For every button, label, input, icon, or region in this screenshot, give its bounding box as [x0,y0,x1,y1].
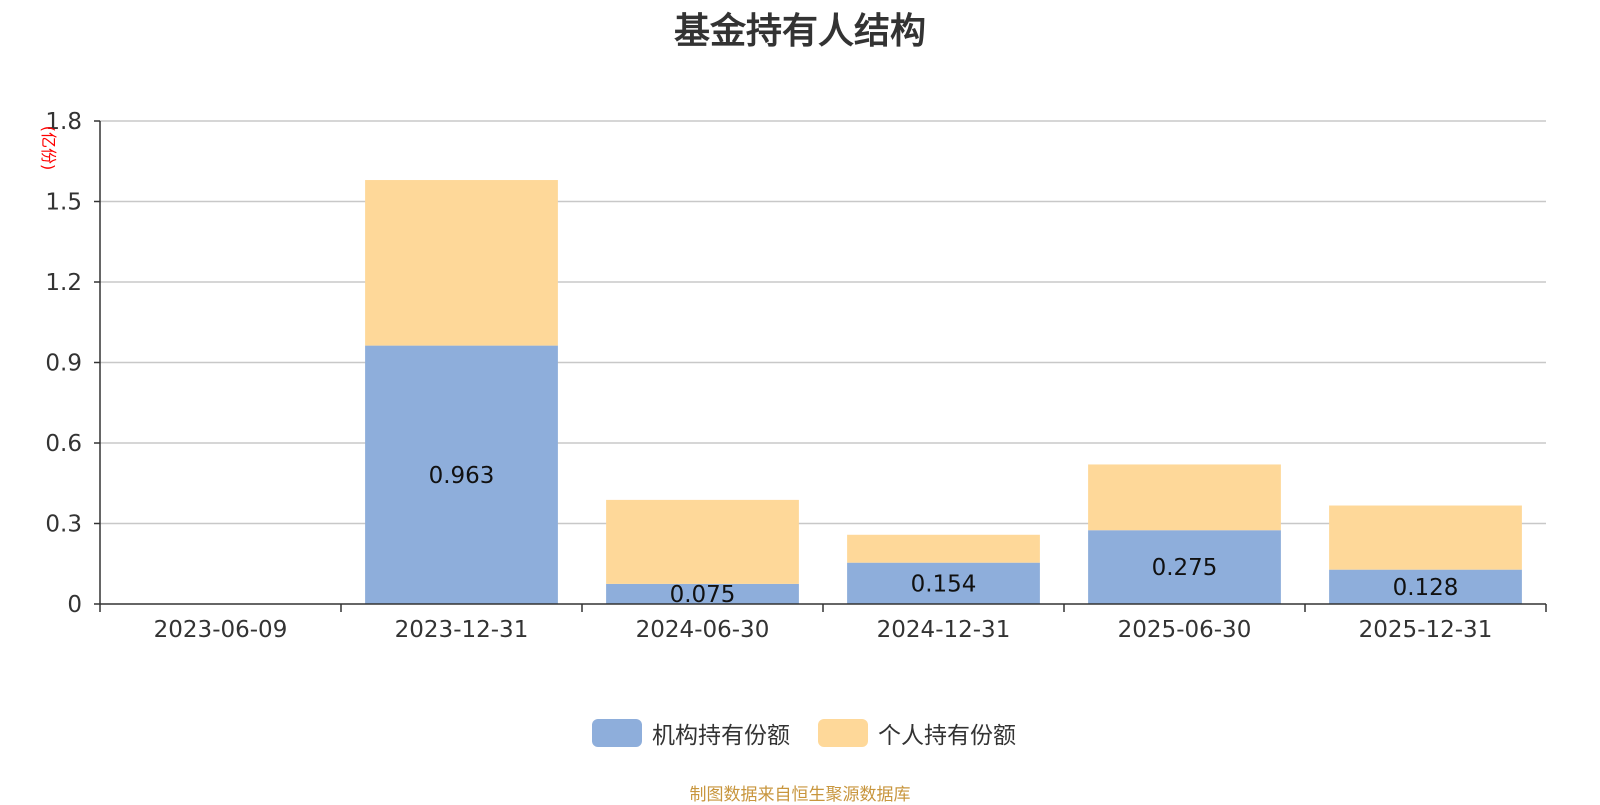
bar-institution[interactable] [847,562,1040,604]
y-tick-label: 0.6 [45,431,82,457]
y-tick-label: 0 [67,592,82,618]
y-tick-label: 0.9 [45,351,82,377]
data-label: 0.963 [429,463,495,489]
data-source-note: 制图数据来自恒生聚源数据库 [689,785,911,805]
y-tick-label: 1.8 [45,109,82,135]
bar-individual[interactable] [606,499,799,584]
y-tick-label: 1.2 [45,270,82,296]
y-axis-label: (亿份) [39,126,58,171]
x-tick-label: 2025-06-30 [1118,617,1252,643]
legend-label-individual: 个人持有份额 [878,723,1016,749]
legend-label-institution: 机构持有份额 [652,723,790,749]
legend-swatch-institution [592,719,642,747]
legend-swatch-individual [818,719,868,747]
x-tick-label: 2024-06-30 [636,617,770,643]
axes: 0 0.3 0.6 0.9 1.2 1.5 1.8 2023-06-09 2023-12-31 2… [45,109,1547,643]
legend-item-individual[interactable]: 个人持有份额 [818,718,1016,749]
bar-institution[interactable] [1329,569,1522,604]
x-tick-label: 2023-06-09 [154,617,288,643]
x-tick-label: 2025-12-31 [1359,617,1493,643]
bar-individual[interactable] [1329,505,1522,570]
x-tick-label: 2023-12-31 [395,617,529,643]
bar-institution[interactable] [606,583,799,604]
data-label: 0.275 [1152,555,1218,581]
bar-individual[interactable] [365,180,558,346]
bar-institution[interactable] [365,345,558,604]
legend-item-institution[interactable]: 机构持有份额 [592,718,790,749]
bar-institution[interactable] [1088,530,1281,604]
bars [365,180,1522,604]
x-tick-label: 2024-12-31 [877,617,1011,643]
data-label: 0.128 [1393,575,1459,601]
y-tick-label: 1.5 [45,190,82,216]
bar-individual[interactable] [1088,464,1281,531]
bar-individual[interactable] [847,534,1040,563]
chart-title: 基金持有人结构 [673,11,926,52]
data-label: 0.154 [911,571,977,597]
grid-lines [100,120,1546,525]
y-tick-label: 0.3 [45,512,82,538]
